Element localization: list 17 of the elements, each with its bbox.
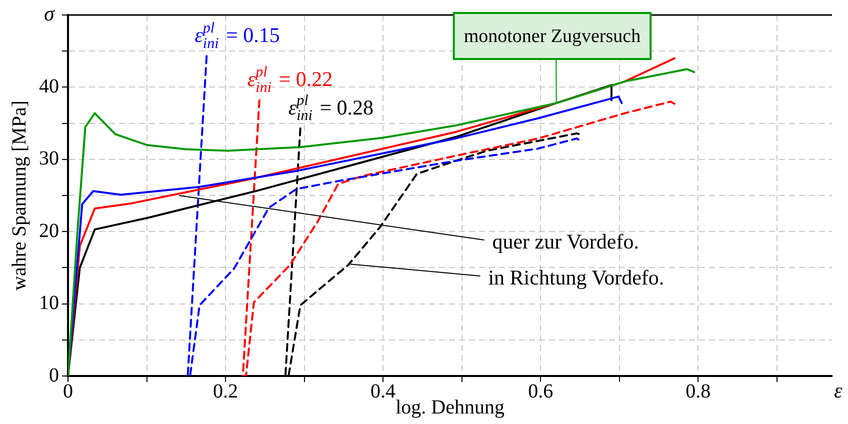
y-tick-label: 20 — [39, 220, 59, 242]
text: ε — [834, 378, 843, 403]
x-tick-label: 0.8 — [686, 380, 711, 402]
series-label: monotoner Zugversuch — [464, 26, 642, 47]
x-tick-label: 0 — [63, 380, 73, 402]
x-tick-label: 0.6 — [528, 380, 554, 402]
annotation: quer zur Vordefo. — [492, 230, 639, 254]
x-tick-label: 0.4 — [370, 380, 396, 402]
annotation: in Richtung Vordefo. — [488, 266, 664, 290]
x-axis-title: log. Dehnung — [396, 396, 504, 418]
x-tick-label: 0.2 — [213, 380, 238, 402]
y-tick-label: 40 — [39, 75, 59, 98]
y-axis-title: wahre Spannung [MPa] — [8, 100, 30, 290]
y-tick-label: 10 — [39, 292, 59, 314]
y-tick-label: 30 — [39, 148, 59, 170]
text: σ — [44, 2, 56, 26]
y-tick-label: 0 — [49, 364, 59, 386]
